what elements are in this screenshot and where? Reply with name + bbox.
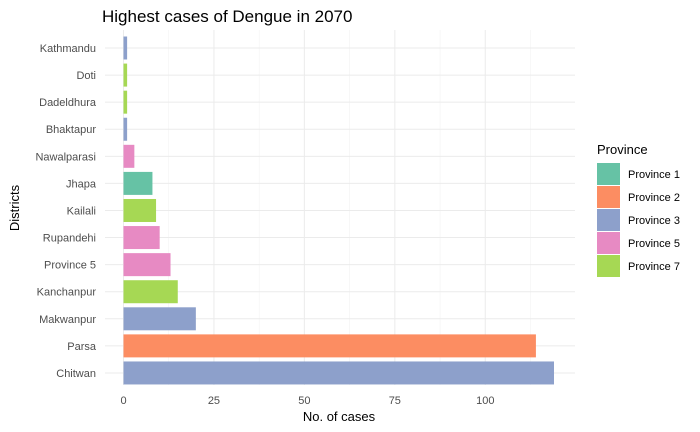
legend-label: Province 5 (628, 238, 680, 250)
y-tick-label: Parsa (67, 341, 97, 353)
legend-swatch (597, 186, 620, 208)
legend-label: Province 1 (628, 169, 680, 181)
bar (123, 253, 171, 277)
y-tick-label: Nawalparasi (35, 151, 96, 163)
bar (123, 171, 153, 195)
legend-label: Province 2 (628, 192, 680, 204)
y-tick-label: Kanchanpur (37, 287, 97, 299)
legend-swatch (597, 255, 620, 277)
bar (123, 144, 135, 168)
bar (123, 63, 128, 87)
legend-label: Province 7 (628, 261, 680, 273)
y-tick-label: Bhaktapur (46, 124, 96, 136)
y-tick-label: Rupandehi (43, 233, 96, 245)
y-tick-label: Province 5 (44, 260, 96, 272)
bar (123, 90, 128, 114)
x-tick-labels: 0 25 50 75 100 (120, 395, 494, 407)
y-axis-title: Districts (7, 184, 22, 231)
chart-title: Highest cases of Dengue in 2070 (102, 7, 352, 26)
legend-swatch (597, 209, 620, 231)
y-tick-label: Doti (76, 70, 96, 82)
legend-swatch (597, 163, 620, 185)
bar (123, 361, 554, 385)
legend: Province 1 Province 2 Province 3 Province 5… (597, 163, 680, 277)
y-tick-labels: Kathmandu Doti Dadeldhura Bhaktapur Nawalpar… (35, 43, 96, 380)
y-tick-label: Kathmandu (40, 43, 96, 55)
x-tick-label: 25 (208, 395, 220, 407)
y-tick-label: Jhapa (66, 178, 97, 190)
bars-layer (123, 36, 554, 385)
legend-title: Province (597, 142, 648, 157)
x-tick-label: 50 (298, 395, 310, 407)
y-tick-label: Dadeldhura (39, 97, 97, 109)
y-tick-label: Kailali (67, 205, 96, 217)
y-tick-label: Chitwan (56, 368, 96, 380)
x-tick-label: 100 (476, 395, 494, 407)
bar (123, 198, 157, 222)
grid-lines (105, 30, 575, 385)
x-tick-label: 0 (120, 395, 126, 407)
x-tick-label: 75 (389, 395, 401, 407)
y-tick-label: Makwanpur (39, 314, 96, 326)
bar (123, 334, 536, 358)
bar (123, 117, 128, 141)
legend-label: Province 3 (628, 215, 680, 227)
bar (123, 36, 128, 60)
bar (123, 226, 160, 250)
bar (123, 280, 178, 304)
x-axis-title: No. of cases (303, 409, 376, 424)
bar (123, 307, 196, 331)
legend-swatch (597, 232, 620, 254)
